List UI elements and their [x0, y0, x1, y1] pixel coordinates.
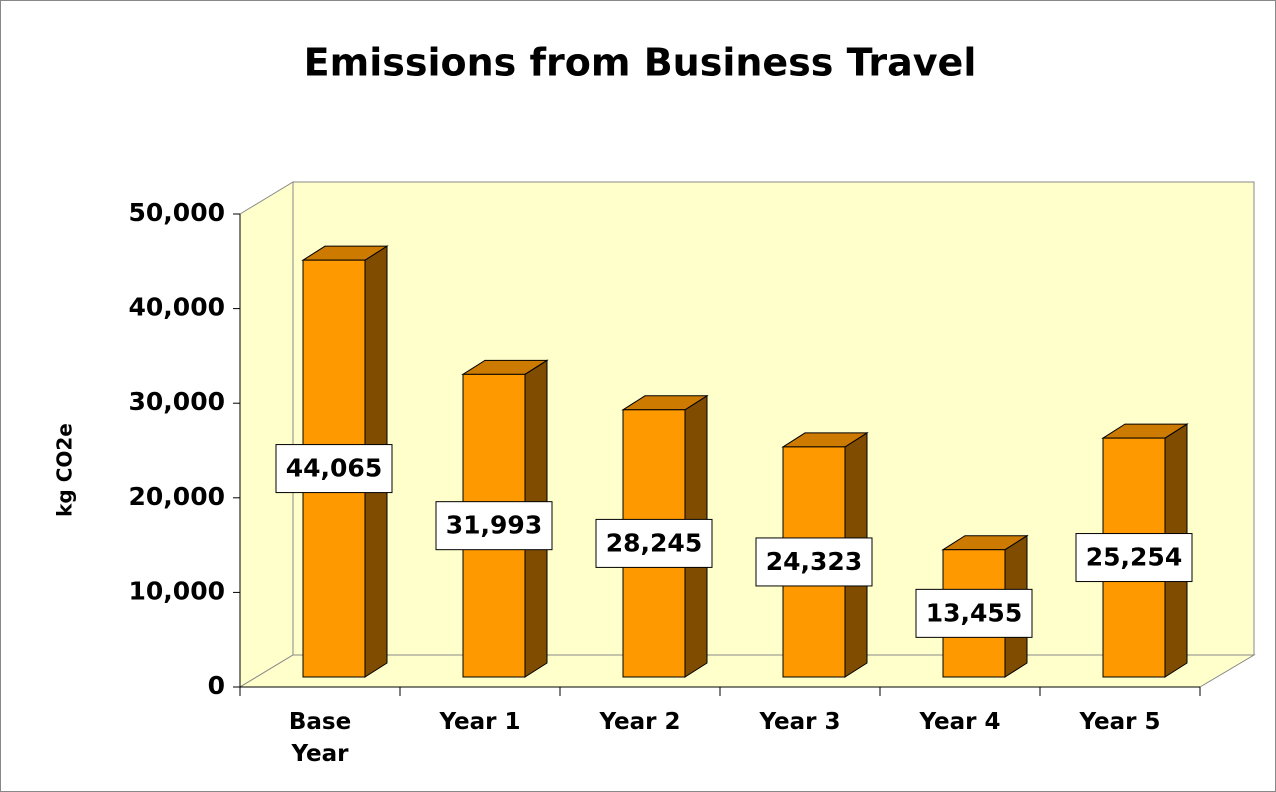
value-label-box — [595, 518, 713, 568]
value-label-box — [915, 588, 1033, 638]
value-label: 13,455 — [926, 598, 1022, 627]
y-tick-label: 50,000 — [129, 198, 225, 227]
floor — [238, 654, 1256, 688]
y-tick-label: 40,000 — [129, 293, 225, 322]
y-axis-label: kg CO2e — [53, 423, 77, 517]
x-tick-label: Year 1 — [439, 709, 521, 735]
value-label-box — [755, 537, 873, 587]
chart-title: Emissions from Business Travel — [304, 41, 977, 85]
value-label: 25,254 — [1086, 543, 1182, 572]
y-tick-label: 30,000 — [129, 387, 225, 416]
value-label: 24,323 — [766, 547, 862, 576]
x-tick-label: Year 3 — [759, 709, 841, 735]
value-label-box — [1075, 533, 1193, 583]
x-tick-label: Year 2 — [599, 709, 681, 735]
y-tick-label: 20,000 — [129, 482, 225, 511]
value-label: 28,245 — [606, 528, 702, 557]
y-tick-label: 10,000 — [129, 576, 225, 605]
value-label: 31,993 — [446, 511, 542, 540]
x-tick-label: Year 4 — [919, 709, 1001, 735]
side-wall — [239, 181, 294, 688]
x-tick-label: Base Year — [288, 709, 352, 767]
x-tick-label: Year 5 — [1079, 709, 1161, 735]
value-label-box — [435, 501, 553, 551]
value-label-box — [275, 444, 393, 494]
value-label: 44,065 — [286, 454, 382, 483]
y-tick-label: 0 — [208, 671, 225, 700]
